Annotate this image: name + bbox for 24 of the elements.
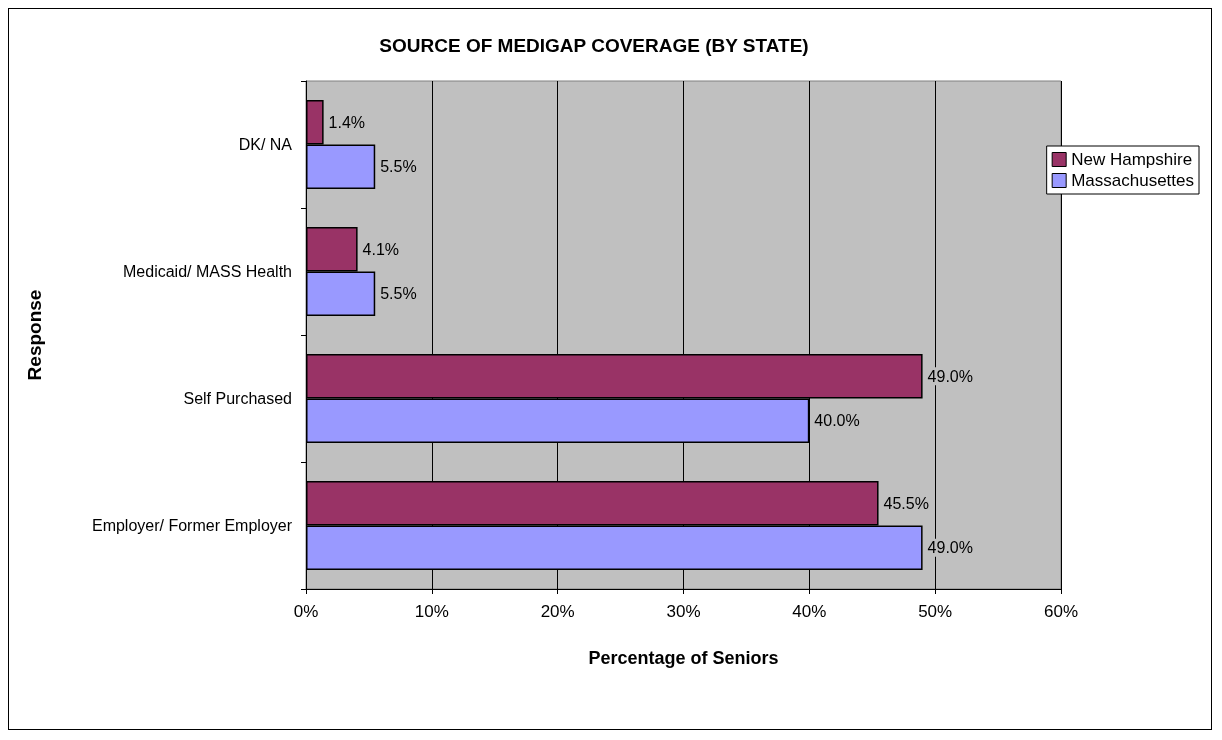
- y-tick-label: Medicaid/ MASS Health: [123, 263, 292, 280]
- data-label: 5.5%: [380, 285, 417, 303]
- y-axis-title: Response: [24, 289, 45, 381]
- x-tick-label: 40%: [792, 602, 827, 621]
- x-tick-label: 0%: [293, 602, 319, 621]
- y-tick-label: Employer/ Former Employer: [91, 517, 293, 534]
- x-tick-label: 50%: [918, 602, 953, 621]
- data-label: 40.0%: [814, 412, 860, 430]
- data-label: 1.4%: [328, 113, 366, 131]
- data-label: 45.5%: [883, 494, 929, 512]
- legend-label: Massachusettes: [1071, 171, 1195, 190]
- x-tick-label: 30%: [666, 602, 701, 621]
- x-axis-title: Percentage of Seniors: [588, 648, 779, 668]
- data-label: 5.5%: [380, 158, 417, 176]
- y-tick-label: Self Purchased: [183, 390, 292, 407]
- data-label: 49.0%: [927, 539, 973, 557]
- legend-label: New Hampshire: [1071, 150, 1193, 169]
- chart-title: SOURCE OF MEDIGAP COVERAGE (BY STATE): [379, 35, 809, 56]
- data-label: 4.1%: [362, 240, 400, 258]
- y-tick-label: DK/ NA: [238, 136, 293, 153]
- x-tick-label: 20%: [540, 602, 575, 621]
- x-tick-label: 10%: [414, 602, 449, 621]
- data-label: 49.0%: [927, 367, 973, 385]
- x-tick-label: 60%: [1043, 602, 1079, 621]
